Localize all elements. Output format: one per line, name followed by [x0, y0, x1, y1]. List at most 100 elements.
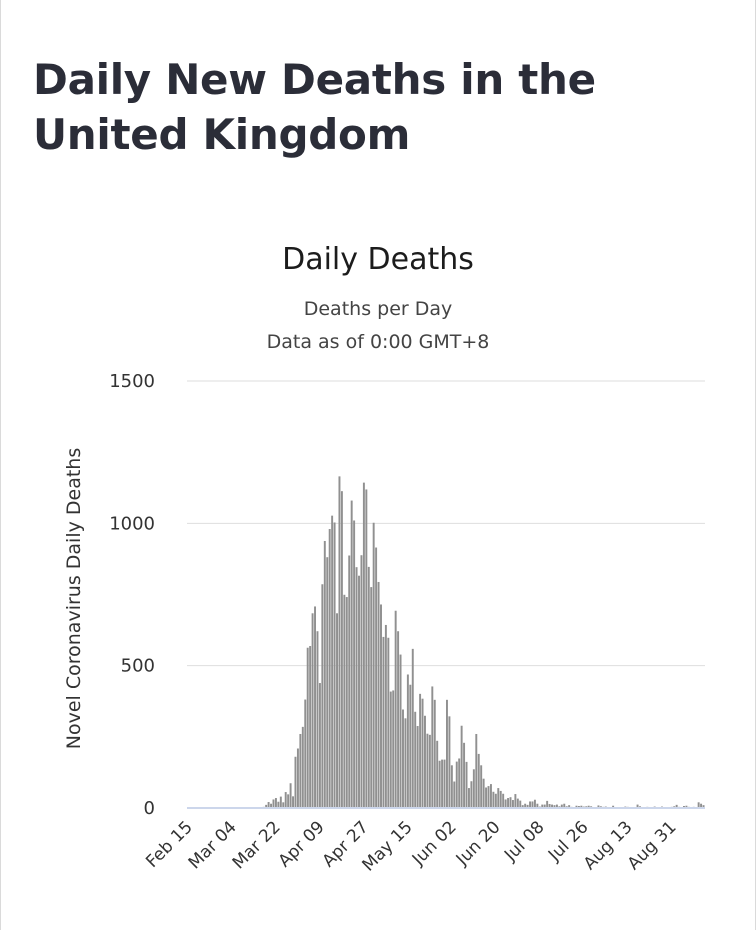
bar	[314, 606, 316, 808]
bar	[367, 566, 370, 808]
frame-edge-left	[0, 0, 1, 930]
bar	[480, 765, 483, 808]
bar	[487, 786, 490, 808]
bar	[543, 804, 546, 808]
bar	[392, 690, 395, 808]
y-tick-label: 1500	[109, 371, 155, 392]
bar	[365, 489, 368, 808]
bar	[404, 718, 407, 808]
x-tick-label: Jun 02	[408, 817, 461, 870]
chart-subtitle: Deaths per Day	[303, 298, 453, 320]
bar	[387, 637, 390, 808]
bar	[328, 529, 331, 808]
bar	[399, 654, 402, 808]
bar	[333, 522, 336, 808]
y-tick-label: 1000	[109, 513, 155, 534]
bar	[465, 761, 468, 808]
bar	[453, 781, 456, 808]
bar	[277, 801, 280, 808]
bar	[485, 787, 488, 808]
bar	[524, 803, 527, 808]
bar	[504, 799, 507, 808]
bar	[265, 804, 268, 808]
bar	[502, 793, 505, 808]
bar	[343, 594, 346, 808]
bar	[355, 567, 358, 808]
bar	[499, 790, 502, 808]
bar	[482, 778, 485, 808]
bar	[296, 748, 299, 808]
bar	[546, 800, 549, 808]
page-title: Daily New Deaths in the United Kingdom	[33, 55, 596, 159]
bar	[282, 802, 285, 808]
bar	[472, 769, 475, 808]
bar	[685, 805, 688, 808]
bar	[402, 709, 404, 808]
chart-title: Daily Deaths	[282, 242, 474, 277]
bar	[414, 711, 417, 808]
bar	[287, 794, 290, 808]
bar	[441, 759, 444, 808]
x-tick-label: May 15	[359, 817, 417, 875]
bar	[309, 646, 312, 808]
bar	[675, 804, 678, 808]
x-tick-label: Jul 08	[500, 817, 548, 865]
bar	[394, 610, 397, 808]
bar	[438, 760, 441, 808]
bar	[289, 783, 292, 808]
bar	[458, 758, 461, 808]
bar	[428, 734, 431, 808]
bar	[541, 804, 544, 808]
bar	[360, 555, 363, 808]
bar	[526, 804, 529, 808]
bar	[377, 581, 380, 808]
bar	[279, 796, 282, 808]
bar	[446, 699, 448, 808]
bar	[338, 476, 341, 808]
bar	[460, 725, 463, 808]
bar	[470, 781, 473, 808]
bar	[489, 784, 492, 808]
bar	[536, 803, 539, 808]
bar	[443, 759, 446, 808]
x-tick-label: Mar 04	[185, 817, 241, 873]
bar	[421, 698, 424, 808]
bar	[587, 805, 590, 808]
bar	[397, 631, 400, 808]
bar	[702, 805, 705, 808]
bar	[636, 804, 639, 808]
bar	[358, 575, 360, 808]
bar	[267, 802, 270, 808]
bar	[353, 520, 356, 808]
bar	[580, 805, 583, 808]
bar	[372, 522, 375, 808]
bar	[384, 624, 387, 808]
x-tick-label: Mar 22	[229, 817, 285, 873]
bar	[511, 800, 514, 808]
bar	[409, 684, 412, 808]
bar	[514, 794, 517, 808]
bar	[318, 683, 321, 808]
bar	[548, 804, 551, 808]
bar	[336, 613, 338, 808]
bar	[560, 804, 563, 808]
bar	[380, 604, 382, 808]
bar	[519, 800, 522, 808]
bar	[533, 799, 536, 808]
bar	[597, 805, 600, 808]
bar	[448, 716, 451, 808]
bar	[406, 674, 409, 808]
bar	[370, 587, 373, 808]
bar	[563, 803, 566, 808]
bar	[294, 756, 297, 808]
y-tick-label: 500	[121, 656, 155, 677]
bar	[326, 557, 329, 808]
bar	[555, 804, 558, 808]
bar	[551, 804, 554, 808]
bar	[272, 799, 275, 808]
bar	[340, 491, 343, 808]
bar	[568, 805, 571, 808]
bar	[301, 726, 304, 808]
bar	[516, 798, 519, 808]
